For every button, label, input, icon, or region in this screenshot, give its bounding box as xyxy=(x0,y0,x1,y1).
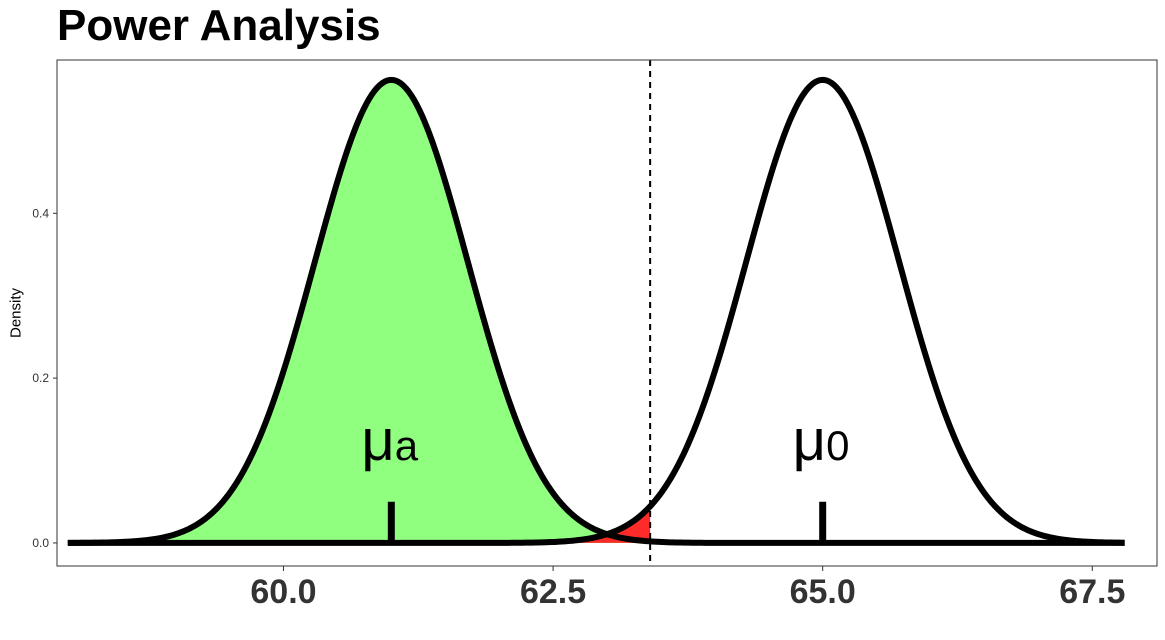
x-tick-label-3: 67.5 xyxy=(1059,573,1125,611)
x-tick-label-2: 65.0 xyxy=(790,573,856,611)
plot-panel-border xyxy=(56,59,1158,567)
density-curves xyxy=(67,60,1125,566)
mean-label-1: μ0 xyxy=(793,408,850,473)
density-curve-alternative xyxy=(67,76,1125,546)
area-fills xyxy=(67,79,651,543)
density-curve-null xyxy=(67,76,1125,546)
mean-label-0: μa xyxy=(361,408,418,473)
x-tick-label-0: 60.0 xyxy=(250,573,316,611)
y-axis: 0.0 0.2 0.4 xyxy=(32,206,57,550)
mean-markers: μa μ0 xyxy=(361,408,849,543)
power-area xyxy=(67,79,651,543)
x-tick-label-1: 62.5 xyxy=(520,573,586,611)
x-axis: 60.0 62.5 65.0 67.5 xyxy=(250,566,1125,611)
chart-title: Power Analysis xyxy=(57,1,381,50)
y-tick-label-2: 0.4 xyxy=(32,206,49,220)
y-tick-label-0: 0.0 xyxy=(32,536,49,550)
y-tick-label-1: 0.2 xyxy=(32,371,49,385)
